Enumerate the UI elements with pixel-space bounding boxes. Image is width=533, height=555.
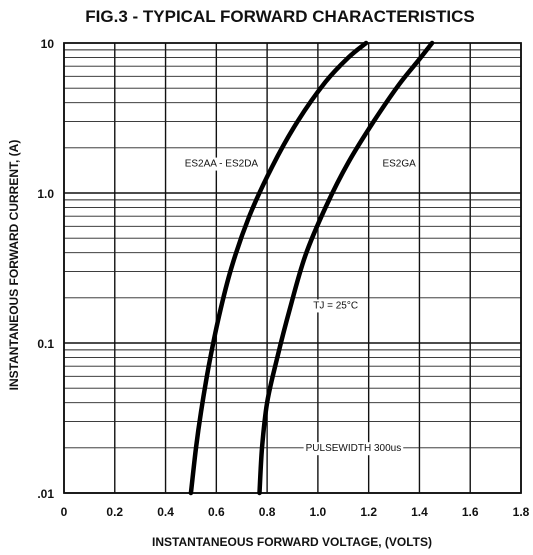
x-tick-label: 1.2 bbox=[360, 505, 377, 519]
y-tick-label: 0.1 bbox=[37, 337, 54, 351]
series-label-bg bbox=[182, 157, 261, 171]
grid bbox=[63, 43, 522, 494]
annotation-1: PULSEWIDTH 300us bbox=[306, 443, 402, 454]
plot-frame bbox=[63, 42, 522, 494]
x-tick-label: 0 bbox=[61, 505, 68, 519]
curves bbox=[188, 40, 435, 496]
x-tick-label: 1.8 bbox=[513, 505, 530, 519]
x-tick-label: 0.6 bbox=[208, 505, 225, 519]
annotation-0: TJ = 25°C bbox=[313, 300, 358, 311]
annotations: TJ = 25°C PULSEWIDTH 300us bbox=[303, 299, 404, 456]
annotation-bg bbox=[303, 442, 404, 456]
x-axis-label: INSTANTANEOUS FORWARD VOLTAGE, (VOLTS) bbox=[152, 535, 432, 549]
y-axis-label: INSTANTANEOUS FORWARD CURRENT, (A) bbox=[7, 140, 21, 391]
x-tick-labels: 0 0.2 0.4 0.6 0.8 1.0 1.2 1.4 1.6 1.8 bbox=[61, 505, 530, 519]
y-tick-label: 1.0 bbox=[37, 187, 54, 201]
series-labels: ES2AA - ES2DA ES2GA bbox=[182, 157, 419, 171]
x-tick-label: 1.0 bbox=[310, 505, 327, 519]
x-tick-label: 0.8 bbox=[259, 505, 276, 519]
x-tick-label: 1.6 bbox=[462, 505, 479, 519]
x-tick-label: 0.2 bbox=[106, 505, 123, 519]
series-label-bg bbox=[380, 157, 419, 171]
series-line-1 bbox=[257, 40, 435, 496]
series-label-0: ES2AA - ES2DA bbox=[185, 159, 259, 170]
y-tick-label: .01 bbox=[37, 487, 54, 501]
series-label-1: ES2GA bbox=[382, 159, 416, 170]
x-tick-label: 0.4 bbox=[157, 505, 174, 519]
y-tick-labels: .01 0.1 1.0 10 bbox=[37, 37, 54, 501]
y-tick-label: 10 bbox=[41, 37, 55, 51]
x-tick-label: 1.4 bbox=[411, 505, 428, 519]
chart-title: FIG.3 - TYPICAL FORWARD CHARACTERISTICS bbox=[85, 7, 474, 26]
series-line-0 bbox=[188, 40, 369, 496]
annotation-bg bbox=[311, 299, 361, 313]
